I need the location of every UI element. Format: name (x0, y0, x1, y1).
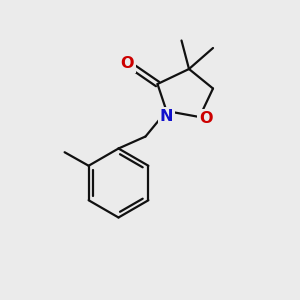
Text: N: N (160, 109, 173, 124)
Text: O: O (120, 56, 134, 71)
Text: O: O (199, 111, 213, 126)
